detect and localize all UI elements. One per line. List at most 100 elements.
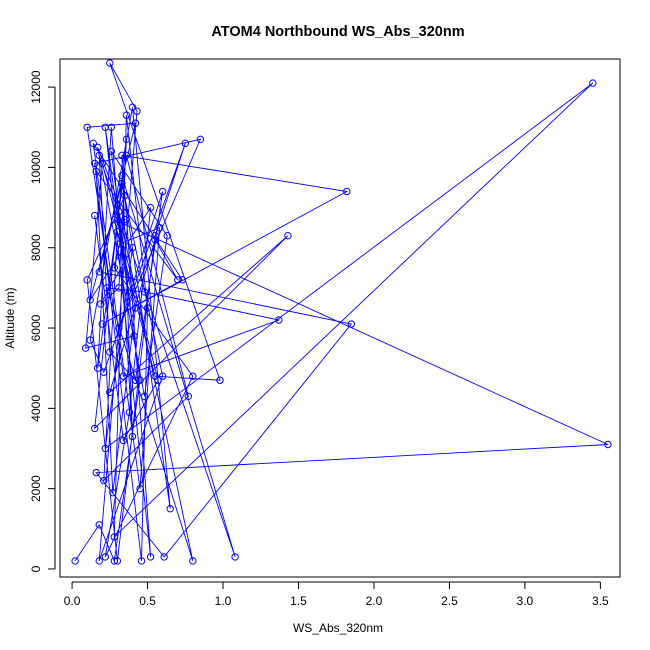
y-tick-label: 2000 xyxy=(29,475,43,502)
data-point xyxy=(103,284,111,292)
data-point xyxy=(163,231,171,240)
y-tick-label: 10000 xyxy=(29,150,43,184)
data-point xyxy=(189,372,197,380)
data-point xyxy=(284,231,292,240)
data-point xyxy=(94,364,102,372)
data-point xyxy=(100,476,108,485)
data-point xyxy=(115,207,123,216)
data-point xyxy=(133,107,141,115)
data-point xyxy=(110,557,119,565)
y-tick-label: 0 xyxy=(29,565,43,572)
data-point xyxy=(146,553,155,561)
data-point xyxy=(154,376,162,384)
data-point xyxy=(137,557,146,565)
data-point xyxy=(118,151,126,160)
data-point xyxy=(95,268,103,276)
data-point xyxy=(131,376,140,384)
data-point xyxy=(110,533,119,541)
data-point xyxy=(83,123,91,131)
data-point xyxy=(136,376,144,384)
y-tick-label: 4000 xyxy=(29,395,43,422)
x-tick-label: 3.0 xyxy=(517,594,534,608)
data-point xyxy=(95,151,103,160)
x-tick-label: 0.5 xyxy=(139,594,156,608)
data-point xyxy=(181,139,189,148)
data-point xyxy=(130,332,138,340)
data-point xyxy=(216,376,224,384)
data-point xyxy=(118,179,126,188)
data-point xyxy=(196,135,205,144)
plot-frame xyxy=(59,58,621,578)
data-point xyxy=(231,553,239,561)
data-point xyxy=(83,276,91,284)
data-point xyxy=(71,557,79,565)
data-point xyxy=(86,296,94,304)
data-point xyxy=(158,372,167,380)
data-point xyxy=(184,392,193,401)
data-point xyxy=(110,215,119,224)
data-point xyxy=(106,388,114,396)
data-point xyxy=(118,171,126,180)
data-point xyxy=(116,240,125,248)
data-point xyxy=(604,440,612,449)
data-point xyxy=(92,468,100,477)
data-point xyxy=(128,432,137,441)
data-point xyxy=(95,521,103,529)
data-point xyxy=(95,557,103,565)
series-layer xyxy=(71,59,612,565)
data-point xyxy=(109,488,117,497)
data-point xyxy=(122,111,131,119)
data-point xyxy=(189,557,197,565)
data-point xyxy=(275,316,283,324)
chart-title: ATOM4 Northbound WS_Abs_320nm xyxy=(211,24,464,40)
data-point xyxy=(91,424,99,433)
data-point xyxy=(122,151,131,160)
data-point xyxy=(113,557,122,565)
x-tick-label: 1.5 xyxy=(290,594,307,608)
data-point xyxy=(158,187,167,196)
data-point xyxy=(128,103,137,111)
data-point xyxy=(115,284,123,292)
data-point xyxy=(140,288,149,296)
data-point xyxy=(131,304,140,312)
data-point xyxy=(91,159,99,168)
data-point xyxy=(98,159,106,168)
data-point xyxy=(91,211,99,220)
data-point xyxy=(174,276,182,284)
data-point xyxy=(155,223,164,232)
data-point xyxy=(343,187,351,196)
x-tick-label: 1.0 xyxy=(215,594,232,608)
data-point xyxy=(178,276,186,284)
data-point xyxy=(98,320,106,328)
data-point xyxy=(106,348,114,356)
y-tick-label: 12000 xyxy=(29,70,43,104)
data-point xyxy=(125,408,134,417)
x-axis-label: WS_Abs_320nm xyxy=(293,621,383,635)
data-point xyxy=(119,372,128,380)
data-point xyxy=(115,324,123,332)
data-point xyxy=(110,264,119,272)
x-tick-label: 0.0 xyxy=(64,594,81,608)
data-point xyxy=(140,392,149,401)
data-point xyxy=(101,444,109,453)
data-point xyxy=(160,553,168,561)
data-point xyxy=(151,231,159,240)
data-point xyxy=(131,119,140,127)
data-point xyxy=(81,344,90,352)
data-point xyxy=(347,320,356,328)
data-point xyxy=(100,368,108,376)
data-point xyxy=(106,59,114,67)
data-point xyxy=(136,484,144,493)
data-point xyxy=(128,244,137,252)
y-axis-label: Altitude (m) xyxy=(3,287,17,348)
data-point xyxy=(113,227,122,236)
data-point xyxy=(97,300,105,308)
data-point xyxy=(146,203,155,212)
data-point xyxy=(151,235,159,244)
data-point xyxy=(107,147,116,156)
x-tick-label: 3.5 xyxy=(592,594,609,608)
data-point xyxy=(89,139,97,148)
y-axis: 0 2000 4000 6000 8000 10000 12000 xyxy=(29,70,56,572)
data-point xyxy=(119,436,128,445)
